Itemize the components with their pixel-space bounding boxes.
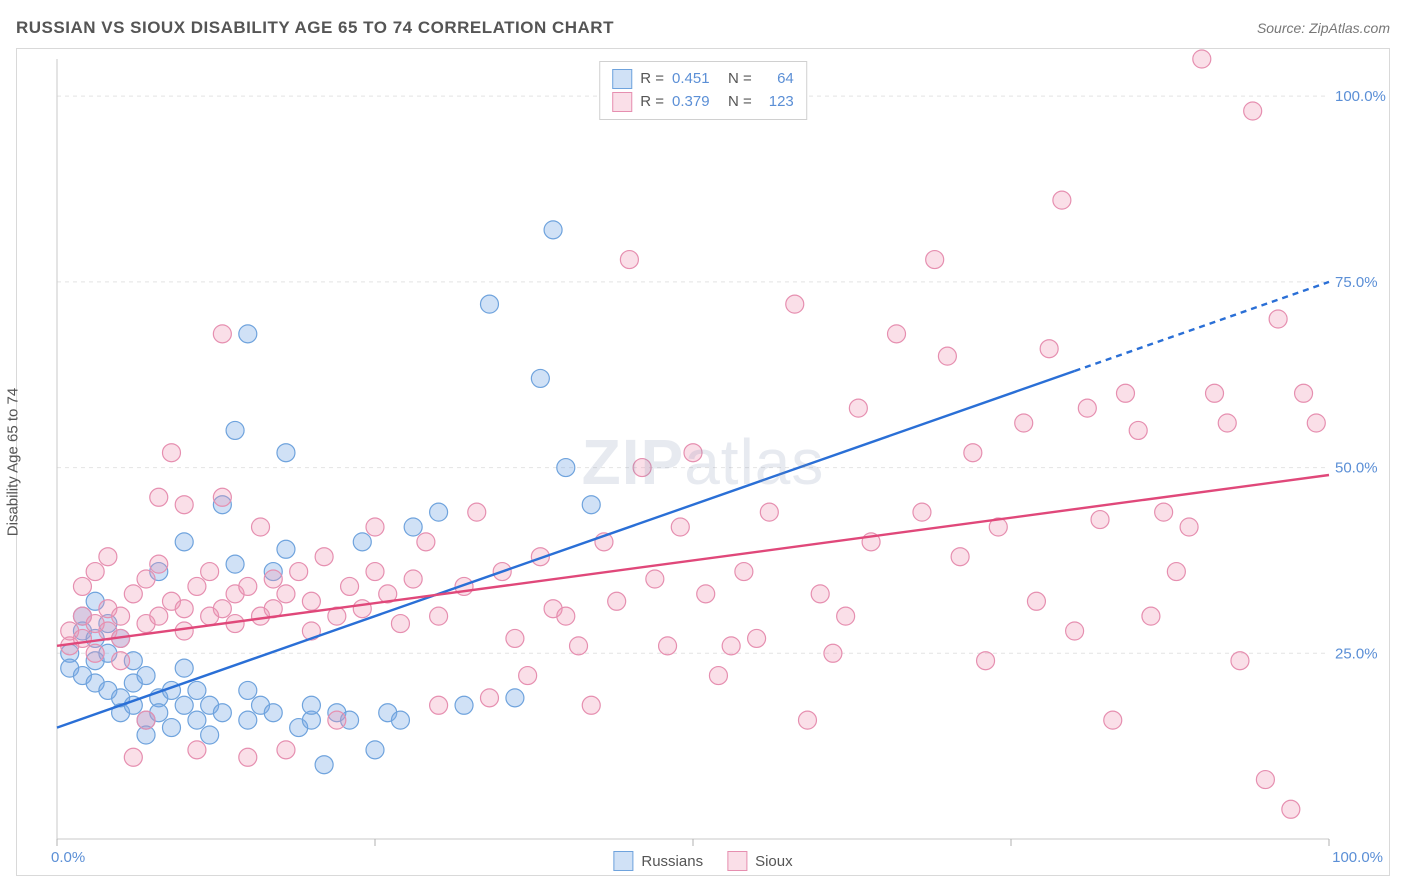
legend-row: R =0.379N =123 xyxy=(612,91,794,114)
y-axis-label: Disability Age 65 to 74 xyxy=(5,388,22,536)
legend-bottom-item: Sioux xyxy=(727,851,793,871)
legend-row: R =0.451N =64 xyxy=(612,68,794,91)
x-axis-max-label: 100.0% xyxy=(1332,849,1383,866)
x-axis-min-label: 0.0% xyxy=(51,849,85,866)
legend-swatch xyxy=(612,92,632,112)
legend-bottom: Russians Sioux xyxy=(613,851,792,871)
chart-container: Disability Age 65 to 74 25.0%50.0%75.0%1… xyxy=(16,48,1390,876)
svg-text:50.0%: 50.0% xyxy=(1335,460,1378,477)
svg-text:75.0%: 75.0% xyxy=(1335,274,1378,291)
svg-text:25.0%: 25.0% xyxy=(1335,645,1378,662)
legend-bottom-item: Russians xyxy=(613,851,703,871)
scatter-chart: 25.0% 50.0% 75.0% 100.0% xyxy=(17,49,1389,875)
legend-swatch xyxy=(612,69,632,89)
legend-swatch xyxy=(613,851,633,871)
chart-title: RUSSIAN VS SIOUX DISABILITY AGE 65 TO 74… xyxy=(16,18,614,37)
source-label: Source: ZipAtlas.com xyxy=(1257,20,1390,36)
svg-text:100.0%: 100.0% xyxy=(1335,88,1386,105)
legend-top: R =0.451N =64R =0.379N =123 xyxy=(599,61,807,120)
legend-swatch xyxy=(727,851,747,871)
